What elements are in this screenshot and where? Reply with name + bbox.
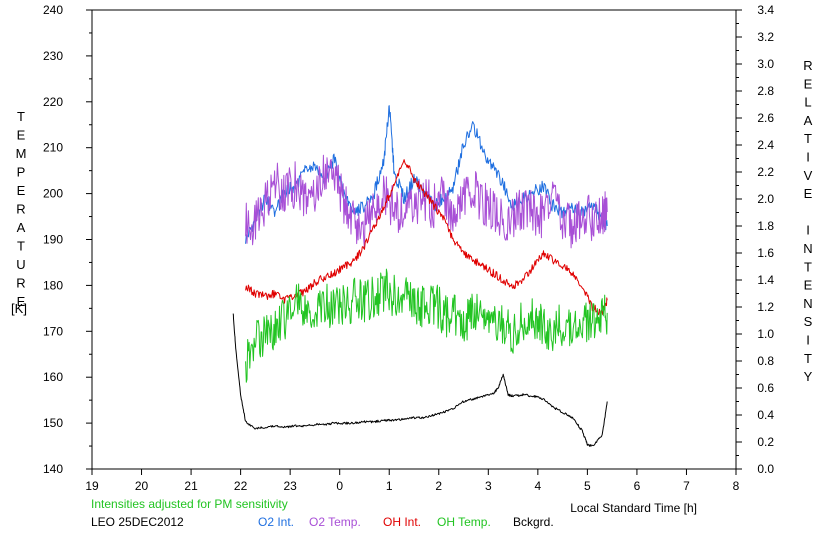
y-left-tick-label: 180 bbox=[43, 278, 63, 292]
y-right-tick-label: 2.8 bbox=[757, 84, 774, 98]
x-tick-label: 20 bbox=[135, 479, 149, 493]
legend-station-date: LEO 25DEC2012 bbox=[91, 515, 184, 529]
y-left-tick-label: 220 bbox=[43, 95, 63, 109]
y-right-axis-title-letter: I bbox=[806, 333, 810, 348]
y-left-axis-title-letter: M bbox=[16, 146, 27, 161]
y-right-tick-label: 2.4 bbox=[757, 138, 774, 152]
y-right-tick-label: 1.0 bbox=[757, 327, 774, 341]
y-left-axis-title-letter: A bbox=[17, 220, 26, 235]
y-right-axis-title-letter: L bbox=[804, 95, 811, 110]
y-right-axis-title-letter: V bbox=[804, 168, 813, 183]
x-tick-label: 21 bbox=[184, 479, 198, 493]
y-left-tick-label: 150 bbox=[43, 416, 63, 430]
y-right-tick-label: 3.4 bbox=[757, 3, 774, 17]
y-right-tick-label: 0.8 bbox=[757, 354, 774, 368]
y-right-axis-title-letter: E bbox=[804, 76, 813, 91]
y-left-axis-title-letter: T bbox=[17, 239, 25, 254]
y-left-axis-title-letter: T bbox=[17, 109, 25, 124]
y-right-axis-title-letter: T bbox=[804, 131, 812, 146]
legend-layer: Intensities adjusted for PM sensitivity L… bbox=[91, 497, 554, 529]
y-left-axis-unit: [K] bbox=[11, 301, 27, 316]
y-left-tick-label: 230 bbox=[43, 49, 63, 63]
x-tick-label: 19 bbox=[85, 479, 99, 493]
x-tick-label: 3 bbox=[485, 479, 492, 493]
series-line-oh-int- bbox=[245, 159, 608, 317]
y-right-tick-label: 2.0 bbox=[757, 192, 774, 206]
y-right-tick-label: 2.2 bbox=[757, 165, 774, 179]
legend-item: O2 Temp. bbox=[309, 515, 361, 529]
y-right-axis-title-letter: Y bbox=[804, 369, 813, 384]
y-left-tick-label: 240 bbox=[43, 3, 63, 17]
x-tick-label: 7 bbox=[683, 479, 690, 493]
y-left-axis-title-letter: P bbox=[17, 165, 26, 180]
y-left-axis-title-letter: R bbox=[16, 202, 25, 217]
x-tick-label: 5 bbox=[584, 479, 591, 493]
x-tick-label: 23 bbox=[283, 479, 297, 493]
series-line-bckgrd- bbox=[232, 313, 608, 447]
y-right-axis-title-letter: I bbox=[806, 150, 810, 165]
y-left-axis-title-letter: R bbox=[16, 276, 25, 291]
y-right-axis-title-letter: R bbox=[803, 58, 812, 73]
y-left-tick-label: 140 bbox=[43, 462, 63, 476]
y-right-tick-label: 2.6 bbox=[757, 111, 774, 125]
y-right-tick-label: 0.6 bbox=[757, 381, 774, 395]
x-tick-label: 1 bbox=[386, 479, 393, 493]
x-tick-label: 22 bbox=[234, 479, 248, 493]
plot-frame bbox=[91, 9, 737, 470]
y-left-tick-label: 210 bbox=[43, 141, 63, 155]
y-right-axis-title-letter: S bbox=[804, 314, 813, 329]
y-left-axis-title-letter: E bbox=[17, 128, 26, 143]
legend-item: OH Temp. bbox=[437, 515, 491, 529]
series-layer bbox=[232, 105, 608, 447]
y-left-axis-title-letter: U bbox=[16, 257, 25, 272]
y-left-axis-title-letter: E bbox=[17, 294, 26, 309]
y-right-tick-label: 1.6 bbox=[757, 246, 774, 260]
x-tick-label: 4 bbox=[535, 479, 542, 493]
y-right-axis-title-letter: I bbox=[806, 223, 810, 238]
y-right-axis-title-letter: N bbox=[803, 241, 812, 256]
y-right-tick-label: 3.2 bbox=[757, 30, 774, 44]
series-line-oh-temp- bbox=[245, 268, 608, 383]
y-right-tick-label: 1.8 bbox=[757, 219, 774, 233]
y-right-tick-label: 0.0 bbox=[757, 462, 774, 476]
y-right-tick-label: 1.2 bbox=[757, 300, 774, 314]
legend-item: O2 Int. bbox=[258, 515, 294, 529]
y-right-tick-label: 0.2 bbox=[757, 435, 774, 449]
y-right-axis-title-letter: T bbox=[804, 259, 812, 274]
y-right-axis-title-letter: A bbox=[804, 113, 813, 128]
legend-item: OH Int. bbox=[383, 515, 421, 529]
series-line-o2-temp- bbox=[245, 154, 608, 250]
x-tick-label: 0 bbox=[336, 479, 343, 493]
y-right-axis-title-letter: E bbox=[804, 278, 813, 293]
y-left-tick-label: 190 bbox=[43, 233, 63, 247]
axes-layer bbox=[86, 9, 742, 475]
y-right-tick-label: 3.0 bbox=[757, 57, 774, 71]
x-tick-label: 2 bbox=[435, 479, 442, 493]
y-right-axis-title-letter: T bbox=[804, 351, 812, 366]
legend-item: Bckgrd. bbox=[513, 515, 554, 529]
x-tick-label: 6 bbox=[634, 479, 641, 493]
x-tick-label: 8 bbox=[733, 479, 740, 493]
y-left-tick-label: 160 bbox=[43, 370, 63, 384]
series-line-o2-int- bbox=[245, 105, 608, 244]
labels-layer: 19 20 21 22 23 0 1 2 3 4 5 6 7 8140150160170180190200… bbox=[11, 3, 813, 515]
x-axis-title: Local Standard Time [h] bbox=[570, 501, 697, 515]
y-left-axis-title-letter: E bbox=[17, 183, 26, 198]
y-left-tick-label: 170 bbox=[43, 324, 63, 338]
y-right-axis-title-letter: N bbox=[803, 296, 812, 311]
y-right-tick-label: 0.4 bbox=[757, 408, 774, 422]
legend-note: Intensities adjusted for PM sensitivity bbox=[91, 497, 288, 511]
y-right-axis-title-letter: E bbox=[804, 186, 813, 201]
y-left-tick-label: 200 bbox=[43, 187, 63, 201]
y-right-tick-label: 1.4 bbox=[757, 273, 774, 287]
